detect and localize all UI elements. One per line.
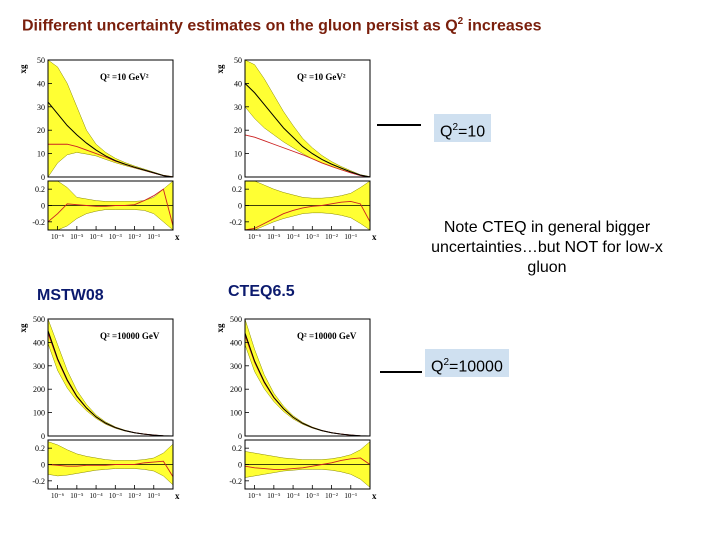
q2-legend-text: Q² =10 GeV²: [297, 72, 346, 82]
central-fit-line: [47, 330, 174, 437]
x-tick-label: 10⁻⁴: [287, 492, 301, 500]
q2-legend-text: Q² =10000 GeV: [297, 331, 357, 341]
y-tick-label: 300: [230, 362, 242, 371]
central-fit-line: [244, 83, 371, 178]
central-fit-line: [244, 332, 371, 437]
callout-line-q10000: [380, 371, 422, 373]
y-tick-label: 400: [33, 338, 45, 347]
x-axis-label: x: [372, 491, 377, 501]
y-tick-label: 100: [33, 409, 45, 418]
x-tick-label: 10⁻⁶: [51, 233, 65, 241]
x-tick-label: 10⁻⁴: [90, 233, 104, 241]
y-tick-label: 50: [37, 56, 45, 65]
ratio-tick-label: -0.2: [229, 218, 242, 227]
x-tick-label: 10⁻¹: [147, 492, 160, 500]
y-tick-label: 300: [33, 362, 45, 371]
ratio-tick-label: 0.2: [35, 185, 45, 194]
y-tick-label: 0: [238, 432, 242, 441]
plot-mstw-q10: 50 40 30 20 10 0 0.2 0 -0.2 10⁻⁶ 10⁻⁵ 10⁻⁴ 10⁻³ 10⁻² 1…: [18, 56, 180, 242]
y-axis-label: xg: [18, 64, 28, 74]
callout-q10: Q2=10: [434, 114, 492, 142]
x-tick-label: 10⁻²: [325, 233, 338, 241]
main-frame: [47, 318, 174, 437]
x-tick-label: 10⁻³: [306, 492, 319, 500]
x-axis-label: x: [175, 232, 180, 242]
y-tick-label: 0: [41, 173, 45, 182]
q2-legend-text: Q² =10000 GeV: [100, 331, 160, 341]
mstw08-label: MSTW08: [37, 287, 104, 304]
x-tick-label: 10⁻⁶: [51, 492, 65, 500]
cteq65-label: CTEQ6.5: [228, 283, 295, 300]
y-tick-label: 100: [230, 409, 242, 418]
x-axis-label: x: [372, 232, 377, 242]
q2-legend-text: Q² =10 GeV²: [100, 72, 149, 82]
plot-cteq-q10000: 500 400 300 200 100 0 0.2 0 -0.2 10⁻⁶ 10⁻⁵ 10⁻⁴ 10⁻³…: [215, 315, 377, 501]
y-axis-label: xg: [215, 64, 225, 74]
y-tick-label: 0: [238, 173, 242, 182]
y-tick-label: 500: [230, 315, 242, 324]
plot-mstw-q10000: 500 400 300 200 100 0 0.2 0 -0.2 10⁻⁶ 10⁻⁵ 10⁻⁴ 10⁻³…: [18, 315, 180, 501]
x-tick-label: 10⁻³: [109, 233, 122, 241]
ratio-alternate-line: [244, 457, 371, 470]
y-tick-label: 10: [37, 150, 45, 159]
slide-title: Diifferent uncertainty estimates on the …: [22, 16, 542, 35]
ratio-tick-label: 0: [41, 202, 45, 211]
y-tick-label: 500: [33, 315, 45, 324]
ratio-tick-label: -0.2: [32, 218, 45, 227]
y-tick-label: 30: [37, 103, 45, 112]
y-tick-label: 200: [230, 385, 242, 394]
y-tick-label: 10: [234, 150, 242, 159]
ratio-band: [47, 441, 174, 486]
main-frame: [244, 59, 371, 178]
y-tick-label: 30: [234, 103, 242, 112]
y-tick-label: 0: [41, 432, 45, 441]
y-axis-label: xg: [215, 323, 225, 333]
y-tick-label: 400: [230, 338, 242, 347]
cteq-note: Note CTEQ in general bigger uncertaintie…: [431, 219, 663, 276]
x-tick-label: 10⁻¹: [344, 233, 357, 241]
x-tick-label: 10⁻³: [306, 233, 319, 241]
x-tick-label: 10⁻⁵: [70, 233, 84, 241]
ratio-tick-label: 0: [238, 461, 242, 470]
x-tick-label: 10⁻²: [325, 492, 338, 500]
ratio-alternate-line: [47, 460, 174, 477]
x-axis-label: x: [175, 491, 180, 501]
x-tick-label: 10⁻⁶: [248, 492, 262, 500]
ratio-alternate-line: [244, 200, 371, 231]
x-tick-label: 10⁻⁴: [287, 233, 301, 241]
x-tick-label: 10⁻¹: [344, 492, 357, 500]
ratio-tick-label: -0.2: [229, 477, 242, 486]
x-tick-label: 10⁻⁵: [267, 233, 281, 241]
main-frame: [47, 59, 174, 178]
main-frame: [244, 318, 371, 437]
ratio-tick-label: 0.2: [35, 444, 45, 453]
ratio-tick-label: -0.2: [32, 477, 45, 486]
y-tick-label: 20: [37, 126, 45, 135]
y-tick-label: 40: [37, 79, 45, 88]
ratio-tick-label: 0.2: [232, 185, 242, 194]
x-tick-label: 10⁻⁵: [267, 492, 281, 500]
ratio-alternate-line: [47, 188, 174, 227]
x-tick-label: 10⁻⁵: [70, 492, 84, 500]
x-tick-label: 10⁻²: [128, 492, 141, 500]
x-tick-label: 10⁻⁶: [248, 233, 262, 241]
ratio-tick-label: 0: [238, 202, 242, 211]
y-tick-label: 20: [234, 126, 242, 135]
plot-cteq-q10: 50 40 30 20 10 0 0.2 0 -0.2 10⁻⁶ 10⁻⁵ 10⁻⁴ 10⁻³ 10⁻² 1…: [215, 56, 377, 242]
y-tick-label: 200: [33, 385, 45, 394]
ratio-tick-label: 0.2: [232, 444, 242, 453]
alternate-fit-line: [244, 134, 371, 178]
x-tick-label: 10⁻⁴: [90, 492, 104, 500]
ratio-tick-label: 0: [41, 461, 45, 470]
central-fit-line: [47, 101, 174, 178]
y-axis-label: xg: [18, 323, 28, 333]
y-tick-label: 50: [234, 56, 242, 65]
callout-q10000: Q2=10000: [425, 349, 509, 377]
y-tick-label: 40: [234, 79, 242, 88]
x-tick-label: 10⁻¹: [147, 233, 160, 241]
x-tick-label: 10⁻²: [128, 233, 141, 241]
x-tick-label: 10⁻³: [109, 492, 122, 500]
callout-line-q10: [377, 124, 421, 126]
